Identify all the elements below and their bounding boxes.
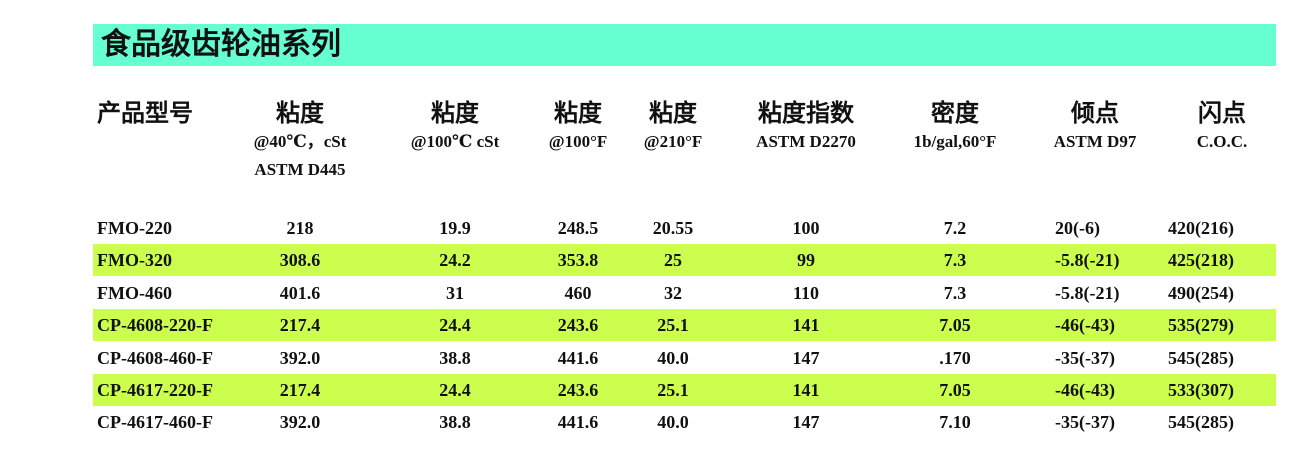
table-cell: 420(216) (1168, 218, 1234, 238)
table-cell: 40.0 (657, 412, 689, 433)
table-cell: 460 (564, 282, 592, 303)
table-cell: 392.0 (279, 347, 321, 368)
header-sub: @40℃，cSt (253, 132, 347, 151)
table-cell: CP-4617-220-F (97, 380, 213, 400)
table-cell: 25.1 (657, 380, 689, 400)
table-cell: 24.4 (439, 380, 471, 400)
table-cell: 7.3 (943, 250, 967, 271)
table-cell: 25.1 (657, 315, 689, 336)
table-row: FMO-320 308.6 24.2 353.8 25 99 7.3 -5.8(-21) 425… (93, 244, 1276, 277)
table-cell: 7.10 (939, 412, 971, 433)
table-cell: 441.6 (557, 412, 599, 433)
table-row: CP-4617-460-F 392.0 38.8 441.6 40.0 147 7.10 -3… (93, 406, 1276, 438)
header-cn: 粘度 (430, 98, 479, 127)
table-cell: 38.8 (439, 412, 471, 433)
table-cell: 40.0 (657, 347, 689, 368)
table-cell: 535(279) (1168, 315, 1234, 336)
header-cn: 闪点 (1198, 98, 1246, 127)
table-row: FMO-220 218 19.9 248.5 20.55 100 7.2 20(-6) 420(… (93, 212, 1276, 244)
header-cn: 粘度 (275, 98, 324, 127)
table-row: FMO-460 401.6 31 460 32 110 7.3 -5.8(-21) 490(25… (93, 277, 1276, 309)
table-cell: 490(254) (1168, 282, 1234, 303)
table-cell: 441.6 (557, 347, 599, 368)
table-cell: -46(-43) (1055, 380, 1115, 400)
table-cell: 545(285) (1168, 412, 1234, 433)
page-title: 食品级齿轮油系列 (93, 24, 1276, 66)
table-cell: 99 (797, 250, 815, 271)
table-cell: 147 (792, 347, 820, 368)
header-sub: ASTM D97 (1053, 132, 1137, 151)
table-cell: 147 (792, 412, 820, 433)
header-sub: ASTM D2270 (756, 132, 856, 151)
table-cell: -35(-37) (1055, 412, 1115, 433)
header-sub: @100℃ cSt (410, 132, 500, 151)
header-cn: 倾点 (1071, 98, 1119, 127)
header-sub: @100°F (548, 132, 608, 151)
table-cell: FMO-320 (97, 250, 172, 271)
table-cell: 248.5 (557, 218, 599, 238)
table-cell: 392.0 (279, 412, 321, 433)
table-cell: 217.4 (279, 380, 321, 400)
table-cell: 24.2 (439, 250, 471, 271)
table-cell: 25 (664, 250, 682, 271)
table-cell: -46(-43) (1055, 315, 1115, 336)
table-cell: 243.6 (557, 315, 599, 336)
table-cell: 533(307) (1168, 380, 1234, 400)
header-sub2: ASTM D445 (254, 160, 346, 179)
header-cn: 产品型号 (97, 98, 193, 127)
table-cell: .170 (939, 347, 971, 368)
table-cell: 7.05 (939, 315, 971, 336)
header-sub: @210°F (643, 132, 703, 151)
table-cell: 7.2 (943, 218, 967, 238)
table-cell: 110 (792, 282, 820, 303)
table-cell: 545(285) (1168, 347, 1234, 368)
header-cn: 密度 (931, 98, 979, 127)
table-cell: 243.6 (557, 380, 599, 400)
table-cell: -35(-37) (1055, 347, 1115, 368)
table-cell: 24.4 (439, 315, 471, 336)
table-cell: 19.9 (439, 218, 471, 238)
table-row: CP-4608-220-F 217.4 24.4 243.6 25.1 141 7.05 -4… (93, 309, 1276, 342)
table-cell: 38.8 (439, 347, 471, 368)
table-row: CP-4608-460-F 392.0 38.8 441.6 40.0 147 .170 -3… (93, 342, 1276, 374)
table-row: CP-4617-220-F 217.4 24.4 243.6 25.1 141 7.05 -4… (93, 374, 1276, 406)
table-cell: 425(218) (1168, 250, 1234, 271)
column-header: 密度 1b/gal,60°F (914, 98, 997, 156)
table-cell: -5.8(-21) (1055, 250, 1120, 271)
column-header: 粘度 @40℃，cSt ASTM D445 (254, 98, 347, 184)
column-header: 粘度 @100℃ cSt (411, 98, 500, 156)
table-cell: CP-4608-220-F (97, 315, 213, 336)
table-cell: 308.6 (279, 250, 321, 271)
table-cell: 401.6 (279, 282, 321, 303)
table-cell: 7.05 (939, 380, 971, 400)
table-cell: -5.8(-21) (1055, 282, 1120, 303)
table-cell: 20(-6) (1055, 218, 1100, 238)
column-header: 粘度 @210°F (644, 98, 703, 156)
table-cell: 32 (664, 282, 682, 303)
table-cell: 353.8 (557, 250, 599, 271)
table-cell: 218 (286, 218, 314, 238)
table-cell: 100 (792, 218, 820, 238)
header-cn: 粘度 (649, 98, 697, 127)
column-header: 倾点 ASTM D97 (1054, 98, 1137, 156)
table-cell: CP-4617-460-F (97, 412, 213, 433)
table-cell: FMO-460 (97, 282, 172, 303)
table-cell: 141 (792, 315, 820, 336)
header-sub: C.O.C. (1196, 132, 1248, 151)
column-header: 产品型号 (97, 98, 193, 128)
table-cell: 141 (792, 380, 820, 400)
table-cell: CP-4608-460-F (97, 347, 213, 368)
table-cell: 7.3 (943, 282, 967, 303)
header-cn: 粘度指数 (758, 98, 854, 127)
header-cn: 粘度 (554, 98, 602, 127)
column-header: 粘度指数 ASTM D2270 (756, 98, 856, 156)
table-cell: FMO-220 (97, 218, 172, 238)
table-cell: 20.55 (652, 218, 694, 238)
table-cell: 31 (446, 282, 464, 303)
column-header: 闪点 C.O.C. (1197, 98, 1248, 156)
column-header: 粘度 @100°F (549, 98, 608, 156)
table-cell: 217.4 (279, 315, 321, 336)
header-sub: 1b/gal,60°F (913, 132, 997, 151)
